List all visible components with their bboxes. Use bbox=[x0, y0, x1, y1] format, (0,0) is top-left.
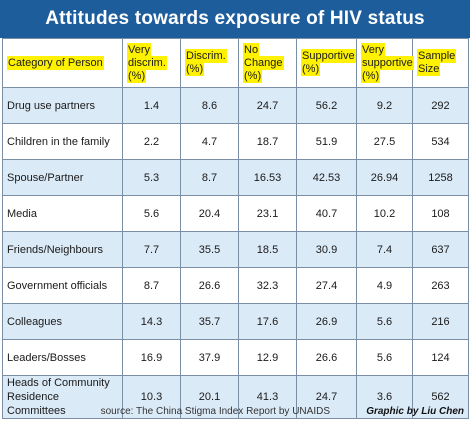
cell-no-change: 12.9 bbox=[238, 339, 297, 376]
cell-no-change: 41.3 bbox=[238, 375, 297, 419]
cell-very-discrim: 7.7 bbox=[122, 231, 181, 268]
cell-supportive: 56.2 bbox=[296, 87, 357, 124]
cell-sample-size: 1258 bbox=[412, 159, 469, 196]
cell-discrim: 20.4 bbox=[180, 195, 239, 232]
column-header-label: Category of Person bbox=[7, 55, 104, 70]
cell-very-supportive: 4.9 bbox=[356, 267, 413, 304]
column-header-label: Discrim. (%) bbox=[185, 49, 227, 76]
source-note: source: The China Stigma Index Report by… bbox=[100, 406, 330, 417]
cell-no-change: 16.53 bbox=[238, 159, 297, 196]
data-table: Category of Person Very discrim. (%) Dis… bbox=[2, 38, 469, 419]
table-row: Children in the family 2.2 4.7 18.7 51.9 27.5… bbox=[2, 123, 469, 160]
cell-no-change: 17.6 bbox=[238, 303, 297, 340]
table-row: Drug use partners 1.4 8.6 24.7 56.2 9.2 292 bbox=[2, 87, 469, 124]
table-row: Friends/Neighbours 7.7 35.5 18.5 30.9 7.4 637 bbox=[2, 231, 469, 268]
table-row: Government officials 8.7 26.6 32.3 27.4 4.9 26… bbox=[2, 267, 469, 304]
cell-discrim: 4.7 bbox=[180, 123, 239, 160]
cell-discrim: 37.9 bbox=[180, 339, 239, 376]
cell-supportive: 27.4 bbox=[296, 267, 357, 304]
header-row: Category of Person Very discrim. (%) Dis… bbox=[2, 38, 469, 88]
cell-no-change: 23.1 bbox=[238, 195, 297, 232]
column-header-label: No Change (%) bbox=[243, 42, 284, 83]
cell-category: Government officials bbox=[2, 267, 123, 304]
cell-very-supportive: 9.2 bbox=[356, 87, 413, 124]
cell-no-change: 24.7 bbox=[238, 87, 297, 124]
cell-very-supportive: 26.94 bbox=[356, 159, 413, 196]
cell-very-discrim: 5.6 bbox=[122, 195, 181, 232]
cell-very-supportive: 5.6 bbox=[356, 303, 413, 340]
cell-very-discrim: 2.2 bbox=[122, 123, 181, 160]
cell-category: Children in the family bbox=[2, 123, 123, 160]
table-row: Heads of Community Residence Committees 1… bbox=[2, 375, 469, 419]
title-bar: Attitudes towards exposure of HIV status bbox=[0, 0, 470, 38]
cell-very-discrim: 5.3 bbox=[122, 159, 181, 196]
table-row: Leaders/Bosses 16.9 37.9 12.9 26.6 5.6 124 bbox=[2, 339, 469, 376]
cell-category: Leaders/Bosses bbox=[2, 339, 123, 376]
table-row: Colleagues 14.3 35.7 17.6 26.9 5.6 216 bbox=[2, 303, 469, 340]
column-header-label: Very discrim. (%) bbox=[127, 42, 167, 83]
column-header-category: Category of Person bbox=[2, 38, 123, 88]
cell-sample-size: 637 bbox=[412, 231, 469, 268]
cell-discrim: 8.7 bbox=[180, 159, 239, 196]
cell-supportive: 30.9 bbox=[296, 231, 357, 268]
column-header-very-supportive: Very supportive (%) bbox=[356, 38, 414, 88]
cell-discrim: 35.5 bbox=[180, 231, 239, 268]
cell-very-supportive: 3.6 bbox=[356, 375, 413, 419]
table-row: Spouse/Partner 5.3 8.7 16.53 42.53 26.94 1258 bbox=[2, 159, 469, 196]
cell-very-supportive: 7.4 bbox=[356, 231, 413, 268]
graphic-credit: Graphic by Liu Chen bbox=[366, 406, 464, 417]
cell-supportive: 51.9 bbox=[296, 123, 357, 160]
column-header-sample-size: Sample Size bbox=[412, 38, 469, 88]
cell-sample-size: 216 bbox=[412, 303, 469, 340]
cell-very-discrim: 1.4 bbox=[122, 87, 181, 124]
cell-very-supportive: 27.5 bbox=[356, 123, 413, 160]
cell-category: Heads of Community Residence Committees bbox=[2, 375, 123, 419]
cell-sample-size: 562 bbox=[412, 375, 469, 419]
cell-category: Media bbox=[2, 195, 123, 232]
cell-no-change: 18.5 bbox=[238, 231, 297, 268]
cell-very-discrim: 14.3 bbox=[122, 303, 181, 340]
cell-very-discrim: 8.7 bbox=[122, 267, 181, 304]
cell-supportive: 26.9 bbox=[296, 303, 357, 340]
column-header-supportive: Supportive (%) bbox=[296, 38, 357, 88]
cell-very-discrim: 10.3 bbox=[122, 375, 181, 419]
column-header-discrim: Discrim. (%) bbox=[180, 38, 239, 88]
cell-very-discrim: 16.9 bbox=[122, 339, 181, 376]
cell-sample-size: 108 bbox=[412, 195, 469, 232]
column-header-no-change: No Change (%) bbox=[238, 38, 297, 88]
column-header-label: Supportive (%) bbox=[301, 49, 356, 76]
cell-very-supportive: 10.2 bbox=[356, 195, 413, 232]
cell-supportive: 26.6 bbox=[296, 339, 357, 376]
column-header-very-discrim: Very discrim. (%) bbox=[122, 38, 181, 88]
column-header-label: Very supportive (%) bbox=[361, 42, 414, 83]
table-body: Drug use partners 1.4 8.6 24.7 56.2 9.2 292 Chi… bbox=[2, 87, 469, 419]
cell-category: Spouse/Partner bbox=[2, 159, 123, 196]
cell-discrim: 26.6 bbox=[180, 267, 239, 304]
cell-discrim: 8.6 bbox=[180, 87, 239, 124]
column-header-label: Sample Size bbox=[417, 49, 457, 76]
cell-supportive: 42.53 bbox=[296, 159, 357, 196]
cell-sample-size: 534 bbox=[412, 123, 469, 160]
cell-sample-size: 124 bbox=[412, 339, 469, 376]
chart-title: Attitudes towards exposure of HIV status bbox=[45, 8, 425, 29]
cell-category: Drug use partners bbox=[2, 87, 123, 124]
footer: source: The China Stigma Index Report by… bbox=[0, 403, 470, 421]
cell-sample-size: 263 bbox=[412, 267, 469, 304]
cell-supportive: 24.7 bbox=[296, 375, 357, 419]
cell-discrim: 35.7 bbox=[180, 303, 239, 340]
cell-discrim: 20.1 bbox=[180, 375, 239, 419]
table-row: Media 5.6 20.4 23.1 40.7 10.2 108 bbox=[2, 195, 469, 232]
cell-category: Friends/Neighbours bbox=[2, 231, 123, 268]
cell-sample-size: 292 bbox=[412, 87, 469, 124]
cell-no-change: 32.3 bbox=[238, 267, 297, 304]
cell-very-supportive: 5.6 bbox=[356, 339, 413, 376]
cell-no-change: 18.7 bbox=[238, 123, 297, 160]
cell-supportive: 40.7 bbox=[296, 195, 357, 232]
cell-category: Colleagues bbox=[2, 303, 123, 340]
